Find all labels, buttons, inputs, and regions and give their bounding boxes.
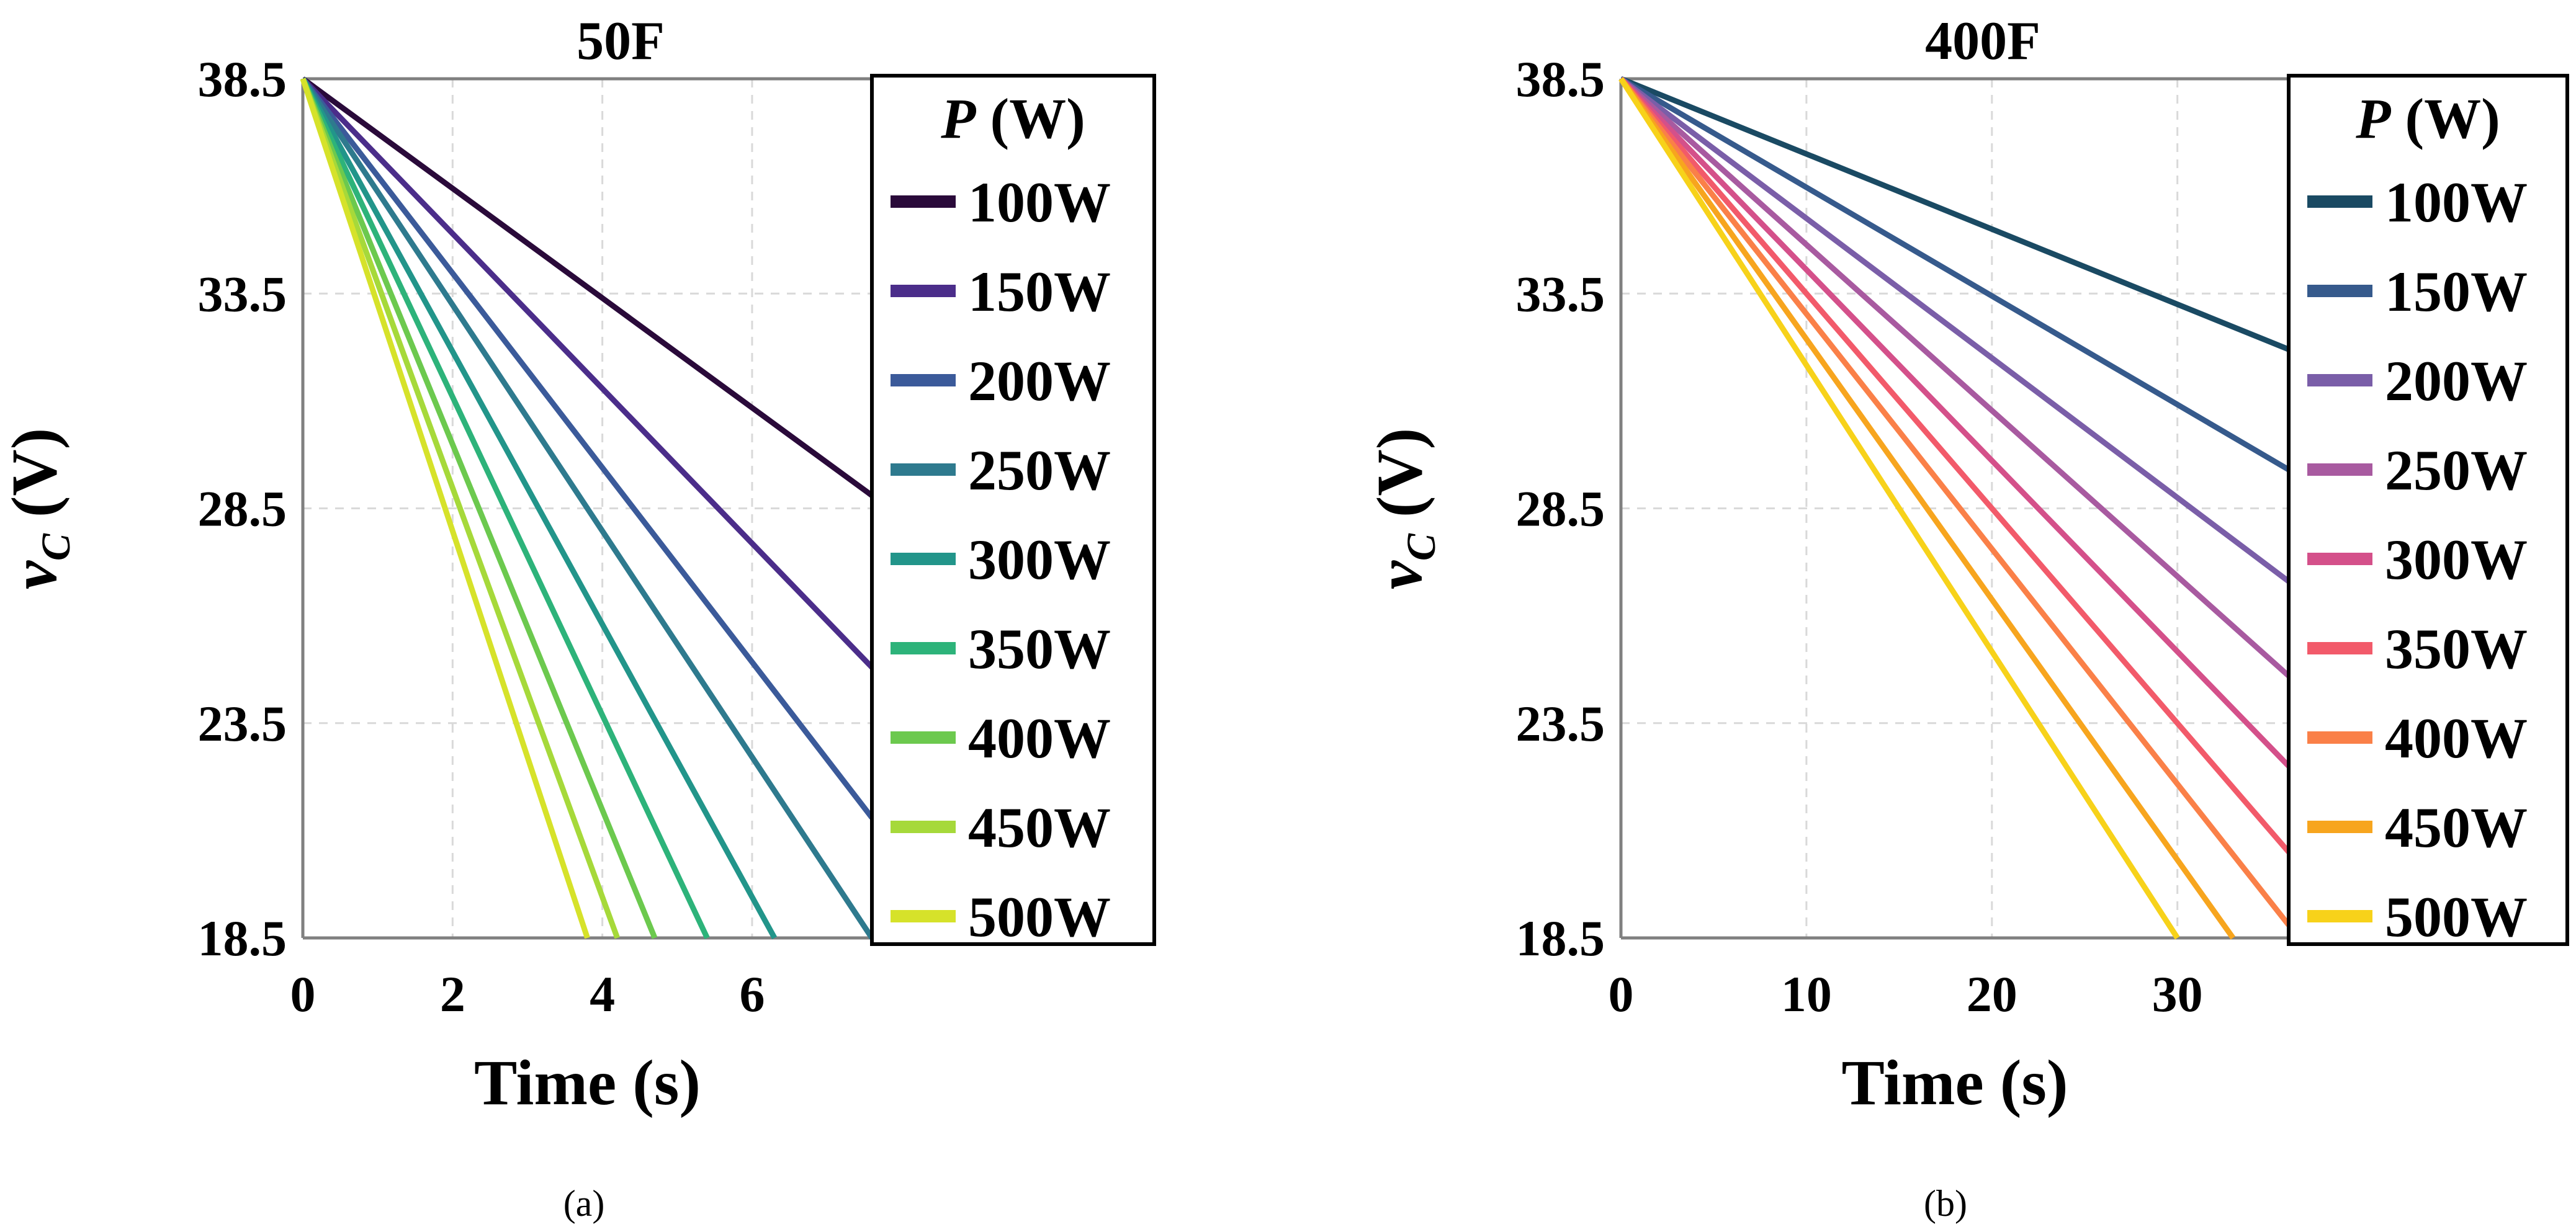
- legend-box: [2287, 74, 2569, 946]
- x-tick-label: 10: [1781, 966, 1832, 1022]
- series-line-500W: [1618, 77, 2180, 940]
- legend-label-150W: 150W: [2385, 260, 2528, 323]
- y-tick-labels: 38.5 33.5 28.5 23.5 18.5: [198, 51, 287, 966]
- legend-label-350W: 350W: [968, 617, 1111, 680]
- y-axis-label-var: v: [1364, 560, 1435, 589]
- series-group: [300, 76, 874, 940]
- legend-label-500W: 500W: [968, 885, 1111, 948]
- x-axis-label: Time (s): [474, 1047, 701, 1118]
- y-tick-label: 23.5: [1516, 695, 1605, 752]
- series-line-150W: [300, 76, 874, 669]
- legend-label-350W: 350W: [2385, 617, 2528, 680]
- y-tick-label: 18.5: [198, 910, 287, 966]
- y-axis-label: vC (V): [1364, 428, 1444, 590]
- legend-label-100W: 100W: [2385, 171, 2528, 234]
- series-group: [1618, 76, 2291, 940]
- series-line-400W: [1618, 77, 2291, 927]
- legend-label-400W: 400W: [968, 707, 1111, 770]
- legend-label-300W: 300W: [968, 528, 1111, 591]
- legend-title-var: P: [940, 87, 976, 150]
- series-line-300W: [1618, 76, 2291, 769]
- y-axis-label-unit: (V): [0, 428, 70, 533]
- series-line-100W: [1620, 76, 2290, 352]
- series-line-300W: [300, 77, 778, 940]
- y-tick-labels: 38.5 33.5 28.5 23.5 18.5: [1516, 51, 1605, 966]
- series-line-450W: [300, 78, 620, 939]
- y-axis-label-unit: (V): [1364, 428, 1435, 533]
- legend-label-200W: 200W: [968, 349, 1111, 413]
- series-line-500W: [300, 78, 590, 939]
- series-line-250W: [300, 77, 874, 940]
- y-axis-label-sub: C: [1399, 533, 1444, 561]
- y-axis-label-sub: C: [34, 533, 79, 561]
- legend-label-450W: 450W: [968, 796, 1111, 859]
- panel-caption: (a): [563, 1183, 605, 1224]
- y-tick-label: 28.5: [1516, 481, 1605, 537]
- legend-title: P (W): [2355, 87, 2500, 150]
- series-line-200W: [1619, 76, 2291, 584]
- chart-panel-1: 50F 38.5 33.5 28.5 23.5 18.50 2 4 6 Time (s) vC (V…: [0, 11, 1156, 1224]
- x-tick-label: 2: [440, 966, 465, 1022]
- x-tick-label: 20: [1967, 966, 2017, 1022]
- chart-title: 400F: [1925, 11, 2040, 71]
- y-tick-label: 28.5: [198, 481, 287, 537]
- legend-label-400W: 400W: [2385, 707, 2528, 770]
- x-tick-labels: 0 2 4 6: [290, 966, 765, 1022]
- legend-label-250W: 250W: [968, 439, 1111, 502]
- y-axis-label: vC (V): [0, 428, 79, 590]
- series-line-450W: [1618, 77, 2235, 940]
- series-line-150W: [1619, 76, 2291, 473]
- legend: P (W) 100W 150W 200W 250W 300W 350W 400W 450W 500…: [2287, 74, 2569, 948]
- legend-title-unit: (W): [2390, 87, 2500, 150]
- series-line-250W: [1618, 76, 2291, 678]
- y-tick-label: 33.5: [198, 265, 287, 322]
- series-line-400W: [300, 78, 658, 939]
- x-tick-label: 0: [290, 966, 316, 1022]
- legend-label-300W: 300W: [2385, 528, 2528, 591]
- x-tick-labels: 0 10 20 30: [1609, 966, 2203, 1022]
- series-line-200W: [300, 77, 874, 819]
- legend-label-100W: 100W: [968, 171, 1111, 234]
- y-tick-label: 23.5: [198, 695, 287, 752]
- legend-label-150W: 150W: [968, 260, 1111, 323]
- gridlines: [303, 79, 872, 938]
- legend-label-450W: 450W: [2385, 796, 2528, 859]
- x-tick-label: 4: [590, 966, 615, 1022]
- chart-panel-2: 400F 38.5 33.5 28.5 23.5 18.50 10 20 30 Time (s) v…: [1364, 11, 2569, 1224]
- legend-box: [870, 74, 1156, 946]
- legend-label-250W: 250W: [2385, 439, 2528, 502]
- x-tick-label: 0: [1609, 966, 1634, 1022]
- x-tick-label: 30: [2152, 966, 2203, 1022]
- y-axis-label-var: v: [0, 560, 70, 589]
- chart-title: 50F: [577, 11, 665, 71]
- series-line-350W: [300, 78, 710, 939]
- series-line-100W: [301, 76, 874, 498]
- x-axis-label: Time (s): [1842, 1047, 2068, 1118]
- y-tick-label: 18.5: [1516, 910, 1605, 966]
- legend-title-unit: (W): [976, 87, 1085, 150]
- legend: P (W) 100W 150W 200W 250W 300W 350W 400W 450W 500…: [870, 74, 1156, 948]
- y-tick-label: 38.5: [1516, 51, 1605, 107]
- panel-caption: (b): [1924, 1183, 1967, 1224]
- x-tick-label: 6: [739, 966, 765, 1022]
- y-tick-label: 38.5: [198, 51, 287, 107]
- legend-label-200W: 200W: [2385, 349, 2528, 413]
- legend-label-500W: 500W: [2385, 885, 2528, 948]
- y-tick-label: 33.5: [1516, 265, 1605, 322]
- legend-title-var: P: [2355, 87, 2391, 150]
- legend-title: P (W): [940, 87, 1085, 150]
- series-line-350W: [1618, 77, 2291, 854]
